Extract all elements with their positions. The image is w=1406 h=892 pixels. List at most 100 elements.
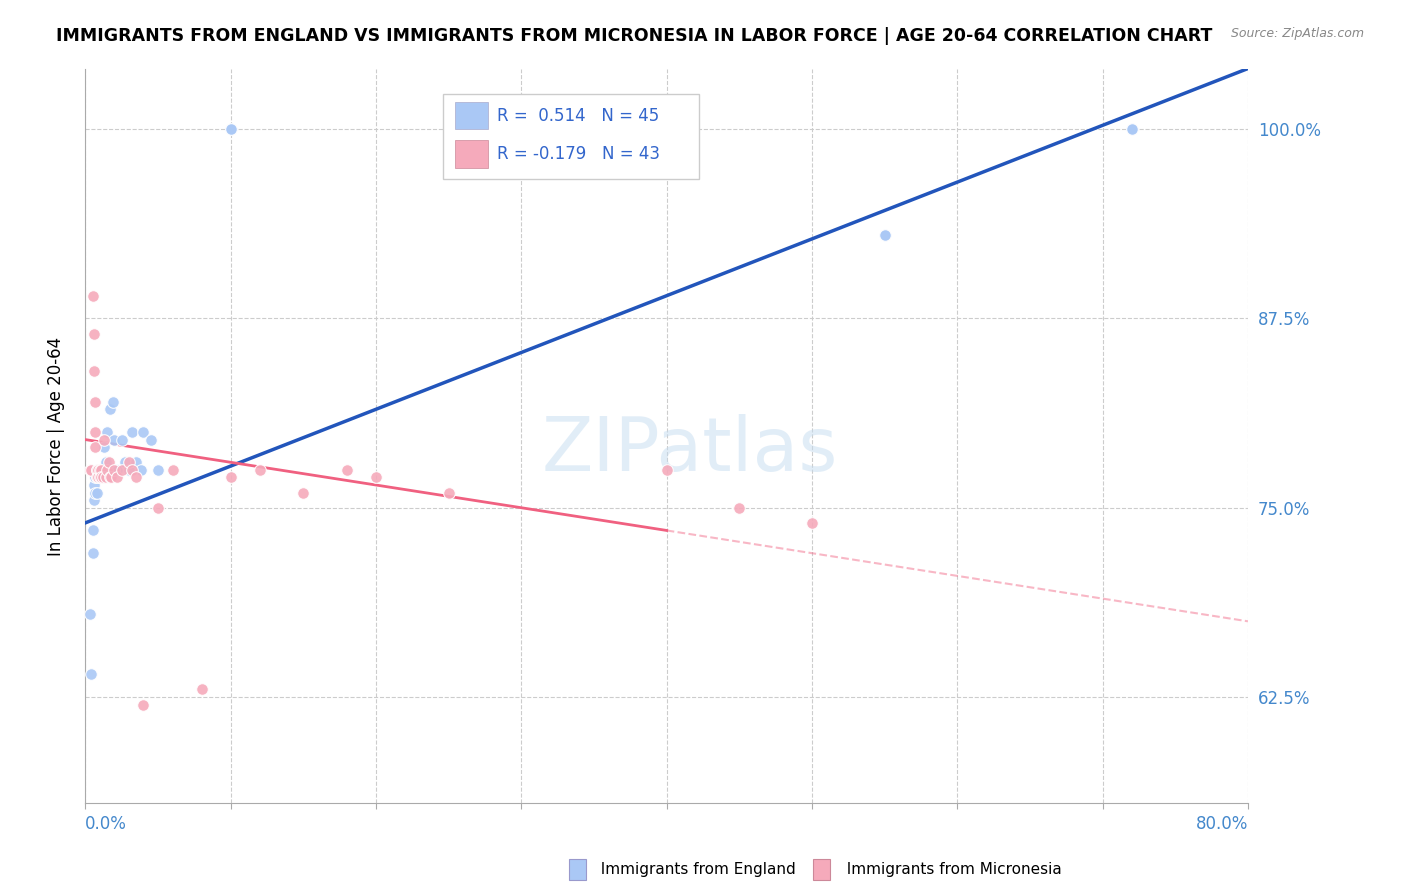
Point bbox=[219, 470, 242, 484]
Point bbox=[87, 463, 110, 477]
Point bbox=[105, 463, 128, 477]
Text: R = -0.179   N = 43: R = -0.179 N = 43 bbox=[496, 145, 659, 162]
Point bbox=[84, 470, 107, 484]
Point bbox=[86, 470, 108, 484]
Point bbox=[364, 470, 387, 484]
Point bbox=[219, 122, 242, 136]
Point bbox=[83, 478, 105, 492]
Point bbox=[84, 425, 107, 439]
Text: R =  0.514   N = 45: R = 0.514 N = 45 bbox=[496, 106, 659, 125]
Point bbox=[89, 470, 111, 484]
Bar bbox=[443, 95, 699, 178]
Point bbox=[86, 463, 108, 477]
Point bbox=[87, 470, 110, 484]
Point bbox=[219, 122, 242, 136]
Point bbox=[83, 364, 105, 378]
Point bbox=[98, 402, 121, 417]
Point bbox=[87, 470, 110, 484]
Point bbox=[132, 698, 155, 712]
Point bbox=[97, 455, 120, 469]
Point bbox=[83, 326, 105, 341]
Point bbox=[86, 470, 108, 484]
Point bbox=[103, 433, 125, 447]
Point bbox=[249, 463, 271, 477]
Point bbox=[125, 455, 148, 469]
Point bbox=[100, 470, 122, 484]
Point bbox=[139, 433, 162, 447]
Point bbox=[118, 455, 141, 469]
Point bbox=[111, 433, 134, 447]
Text: In Labor Force | Age 20-64: In Labor Force | Age 20-64 bbox=[48, 336, 65, 556]
Point bbox=[129, 463, 152, 477]
Point bbox=[84, 485, 107, 500]
Point bbox=[114, 455, 136, 469]
Point bbox=[96, 463, 118, 477]
Point bbox=[80, 667, 103, 681]
Point bbox=[89, 470, 111, 484]
Point bbox=[219, 122, 242, 136]
Point bbox=[79, 463, 101, 477]
Bar bbox=[456, 102, 488, 129]
Point bbox=[101, 394, 124, 409]
Point bbox=[801, 516, 824, 530]
Point bbox=[1121, 122, 1143, 136]
Point bbox=[90, 463, 112, 477]
Point bbox=[94, 455, 117, 469]
Point bbox=[190, 682, 212, 697]
Point bbox=[86, 463, 108, 477]
Point bbox=[82, 546, 104, 560]
Point bbox=[292, 485, 315, 500]
Point bbox=[125, 470, 148, 484]
Text: ZIPatlas: ZIPatlas bbox=[541, 414, 838, 487]
Point bbox=[103, 463, 125, 477]
Point bbox=[89, 463, 111, 477]
Text: IMMIGRANTS FROM ENGLAND VS IMMIGRANTS FROM MICRONESIA IN LABOR FORCE | AGE 20-64: IMMIGRANTS FROM ENGLAND VS IMMIGRANTS FR… bbox=[56, 27, 1212, 45]
Point bbox=[873, 228, 896, 243]
Point bbox=[82, 289, 104, 303]
Point bbox=[90, 470, 112, 484]
Text: Immigrants from England: Immigrants from England bbox=[591, 863, 796, 877]
Point bbox=[336, 463, 359, 477]
Point bbox=[96, 425, 118, 439]
Point bbox=[90, 470, 112, 484]
Point bbox=[121, 425, 143, 439]
Point bbox=[219, 122, 242, 136]
Point bbox=[111, 463, 134, 477]
Point bbox=[121, 463, 143, 477]
Point bbox=[93, 440, 115, 454]
Point bbox=[82, 524, 104, 538]
Point bbox=[1121, 122, 1143, 136]
Point bbox=[118, 463, 141, 477]
Text: Source: ZipAtlas.com: Source: ZipAtlas.com bbox=[1230, 27, 1364, 40]
Point bbox=[437, 485, 460, 500]
Point bbox=[98, 470, 121, 484]
Point bbox=[162, 463, 184, 477]
Point bbox=[79, 607, 101, 621]
Point bbox=[94, 470, 117, 484]
Point bbox=[89, 463, 111, 477]
Point bbox=[219, 122, 242, 136]
Point bbox=[146, 500, 169, 515]
Bar bbox=[456, 140, 488, 168]
Point bbox=[146, 463, 169, 477]
Point bbox=[655, 463, 678, 477]
Point bbox=[91, 470, 114, 484]
Point bbox=[90, 463, 112, 477]
Point bbox=[219, 122, 242, 136]
Text: 80.0%: 80.0% bbox=[1195, 815, 1249, 833]
Point bbox=[93, 433, 115, 447]
Point bbox=[84, 440, 107, 454]
Point bbox=[728, 500, 751, 515]
Point bbox=[105, 470, 128, 484]
Point bbox=[86, 485, 108, 500]
Point bbox=[80, 463, 103, 477]
Point bbox=[83, 493, 105, 508]
Point bbox=[873, 228, 896, 243]
Point bbox=[132, 425, 155, 439]
Text: Immigrants from Micronesia: Immigrants from Micronesia bbox=[837, 863, 1062, 877]
Point bbox=[84, 394, 107, 409]
Point bbox=[873, 228, 896, 243]
Point bbox=[87, 463, 110, 477]
Point bbox=[86, 463, 108, 477]
Point bbox=[91, 463, 114, 477]
